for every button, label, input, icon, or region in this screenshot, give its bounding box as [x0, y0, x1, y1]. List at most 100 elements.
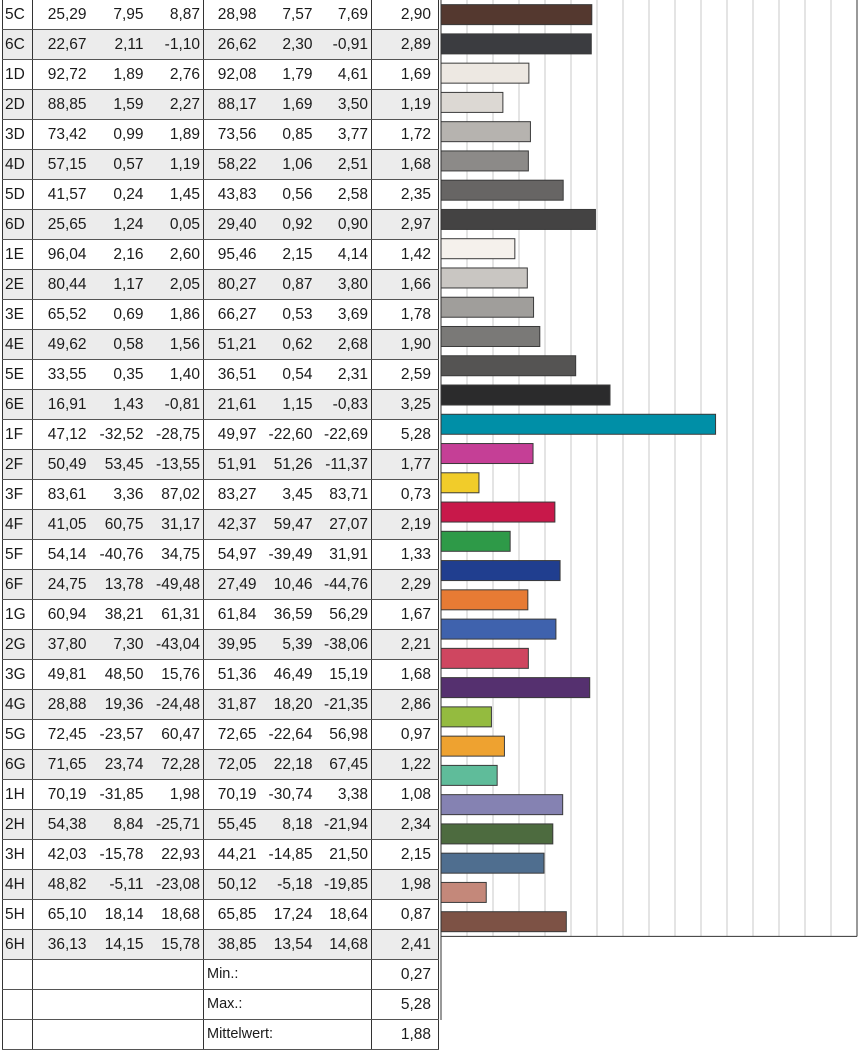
value-cell: 21,61: [203, 389, 260, 420]
table-row: 6F 24,75 13,78 -49,48 27,49 10,46 -44,76 2,29: [2, 569, 439, 600]
table-row: 6H 36,13 14,15 15,78 38,85 13,54 14,68 2,41: [2, 929, 439, 960]
delta-value-cell: 2,19: [371, 509, 439, 540]
value-cell: 2,15: [259, 239, 316, 270]
value-cell: 1,43: [89, 389, 147, 420]
table-row: 3G 49,81 48,50 15,76 51,36 46,49 15,19 1,68: [2, 659, 439, 690]
patch-id-cell: 1F: [2, 419, 33, 450]
value-cell: 2,27: [146, 89, 204, 120]
patch-id-cell: 1G: [2, 599, 33, 630]
value-cell: -22,60: [259, 419, 316, 450]
value-cell: -5,11: [89, 869, 147, 900]
value-cell: 28,98: [203, 0, 260, 30]
table-row: 1D 92,72 1,89 2,76 92,08 1,79 4,61 1,69: [2, 59, 439, 90]
value-cell: 48,82: [32, 869, 90, 900]
summary-value: 5,28: [371, 989, 439, 1020]
value-cell: -44,76: [315, 569, 372, 600]
delta-value-cell: 2,34: [371, 809, 439, 840]
table-row: 2F 50,49 53,45 -13,55 51,91 51,26 -11,37 1,77: [2, 449, 439, 480]
patch-id-cell: 2F: [2, 449, 33, 480]
value-cell: 88,17: [203, 89, 260, 120]
delta-value-cell: 1,66: [371, 269, 439, 300]
value-cell: 87,02: [146, 479, 204, 510]
patch-id-cell: 2D: [2, 89, 33, 120]
table-row: 1G 60,94 38,21 61,31 61,84 36,59 56,29 1,67: [2, 599, 439, 630]
delta-value-cell: 1,33: [371, 539, 439, 570]
value-cell: 41,57: [32, 179, 90, 210]
value-cell: 0,85: [259, 119, 316, 150]
value-cell: 2,11: [89, 29, 147, 60]
patch-id-cell: 5D: [2, 179, 33, 210]
value-cell: 16,91: [32, 389, 90, 420]
table-row: 3F 83,61 3,36 87,02 83,27 3,45 83,71 0,73: [2, 479, 439, 510]
value-cell: -23,08: [146, 869, 204, 900]
value-cell: 80,27: [203, 269, 260, 300]
value-cell: -28,75: [146, 419, 204, 450]
patch-id-cell: 1H: [2, 779, 33, 810]
bar-5E: [440, 355, 577, 377]
value-cell: 36,51: [203, 359, 260, 390]
bar-5D: [440, 179, 564, 201]
value-cell: 42,03: [32, 839, 90, 870]
bar-6G: [440, 735, 505, 757]
value-cell: 2,68: [315, 329, 372, 360]
value-cell: 43,83: [203, 179, 260, 210]
bar-5G: [440, 706, 492, 728]
table-row: 4E 49,62 0,58 1,56 51,21 0,62 2,68 1,90: [2, 329, 439, 360]
value-cell: -0,83: [315, 389, 372, 420]
table-row: 5F 54,14 -40,76 34,75 54,97 -39,49 31,91 1,33: [2, 539, 439, 570]
measurement-table: 5C 25,29 7,95 8,87 28,98 7,57 7,69 2,90 6C 22,67 2…: [2, 0, 439, 1050]
summary-value: 1,88: [371, 1019, 439, 1050]
bar-6H: [440, 911, 567, 933]
value-cell: 66,27: [203, 299, 260, 330]
bar-6C: [440, 33, 592, 55]
bar-1E: [440, 238, 516, 260]
patch-id-cell: 1D: [2, 59, 33, 90]
delta-value-cell: 2,90: [371, 0, 439, 30]
value-cell: 53,45: [89, 449, 147, 480]
value-cell: 1,40: [146, 359, 204, 390]
bar-2G: [440, 618, 557, 640]
value-cell: 96,04: [32, 239, 90, 270]
value-cell: -24,48: [146, 689, 204, 720]
summary-row: Mittelwert: 1,88: [2, 1019, 439, 1050]
value-cell: 2,51: [315, 149, 372, 180]
value-cell: 19,36: [89, 689, 147, 720]
patch-id-cell: 6D: [2, 209, 33, 240]
bar-2E: [440, 267, 528, 289]
value-cell: 0,54: [259, 359, 316, 390]
patch-id-cell: 6F: [2, 569, 33, 600]
value-cell: 51,36: [203, 659, 260, 690]
value-cell: 22,93: [146, 839, 204, 870]
value-cell: 72,05: [203, 749, 260, 780]
table-row: 5C 25,29 7,95 8,87 28,98 7,57 7,69 2,90: [2, 0, 439, 30]
value-cell: 8,18: [259, 809, 316, 840]
delta-e-bar-chart: [440, 0, 858, 1020]
value-cell: 15,76: [146, 659, 204, 690]
value-cell: 0,53: [259, 299, 316, 330]
value-cell: 33,55: [32, 359, 90, 390]
value-cell: -0,91: [315, 29, 372, 60]
value-cell: 22,18: [259, 749, 316, 780]
value-cell: 1,56: [146, 329, 204, 360]
bar-3D: [440, 121, 531, 143]
table-row: 5H 65,10 18,14 18,68 65,85 17,24 18,64 0,87: [2, 899, 439, 930]
delta-value-cell: 5,28: [371, 419, 439, 450]
value-cell: 1,06: [259, 149, 316, 180]
value-cell: 42,37: [203, 509, 260, 540]
bar-5C: [440, 4, 593, 26]
value-cell: 13,78: [89, 569, 147, 600]
bar-1F: [440, 413, 717, 435]
table-row: 6G 71,65 23,74 72,28 72,05 22,18 67,45 1,22: [2, 749, 439, 780]
value-cell: 25,29: [32, 0, 90, 30]
bar-2D: [440, 91, 504, 113]
delta-value-cell: 1,77: [371, 449, 439, 480]
value-cell: -21,94: [315, 809, 372, 840]
value-cell: 22,67: [32, 29, 90, 60]
value-cell: 54,14: [32, 539, 90, 570]
delta-value-cell: 1,78: [371, 299, 439, 330]
value-cell: -22,64: [259, 719, 316, 750]
value-cell: 51,26: [259, 449, 316, 480]
value-cell: 3,36: [89, 479, 147, 510]
value-cell: 58,22: [203, 149, 260, 180]
